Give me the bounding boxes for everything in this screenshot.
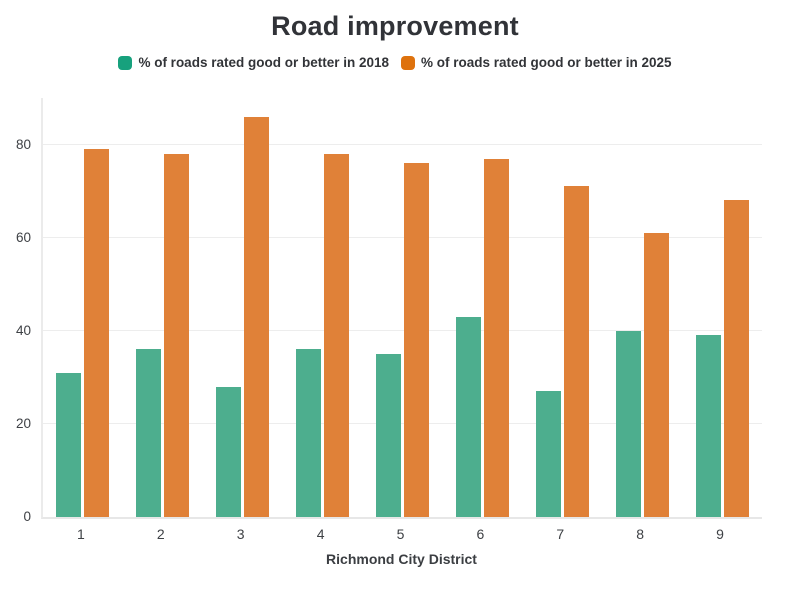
x-tick-label-9: 9 bbox=[716, 526, 724, 542]
y-tick-label-20: 20 bbox=[15, 415, 31, 431]
y-tick-label-60: 60 bbox=[15, 229, 31, 245]
gridline-40 bbox=[43, 329, 762, 331]
bar-series-2018-district-5 bbox=[375, 354, 401, 517]
bar-group-district-1 bbox=[43, 98, 123, 517]
y-tick-label-80: 80 bbox=[15, 136, 31, 152]
legend-swatch-2018-icon bbox=[118, 55, 133, 70]
x-tick-label-4: 4 bbox=[316, 526, 325, 542]
chart-title: Road improvement bbox=[271, 11, 519, 41]
gridline-60 bbox=[43, 236, 762, 238]
bar-series-2018-district-9 bbox=[695, 335, 721, 517]
legend: % of roads rated good or better in 2018 … bbox=[0, 55, 790, 70]
bar-group-district-8 bbox=[602, 98, 682, 517]
bar-group-district-6 bbox=[442, 98, 522, 517]
bar-series-2018-district-6 bbox=[455, 316, 481, 517]
plot-area bbox=[41, 98, 762, 519]
x-axis-title: Richmond City District bbox=[326, 551, 477, 567]
bar-group-district-4 bbox=[283, 98, 363, 517]
x-tick-label-6: 6 bbox=[476, 526, 485, 542]
gridline-20 bbox=[43, 422, 762, 424]
bar-series-2025-district-4 bbox=[324, 153, 350, 517]
bar-series-2018-district-2 bbox=[136, 349, 162, 517]
bar-series-2025-district-5 bbox=[403, 163, 429, 517]
y-tick-label-0: 0 bbox=[23, 509, 31, 524]
x-tick-label-1: 1 bbox=[77, 526, 85, 542]
x-tick-label-7: 7 bbox=[556, 526, 565, 542]
bar-group-district-3 bbox=[203, 98, 283, 517]
bar-series-2018-district-7 bbox=[535, 391, 561, 517]
y-tick-label-40: 40 bbox=[15, 322, 31, 338]
x-tick-label-3: 3 bbox=[236, 526, 245, 542]
bar-series-2025-district-2 bbox=[164, 153, 190, 517]
gridline-80 bbox=[43, 143, 762, 145]
legend-label-2018: % of roads rated good or better in 2018 bbox=[138, 55, 389, 70]
bar-series-2025-district-8 bbox=[643, 233, 669, 517]
bar-group-district-9 bbox=[682, 98, 762, 517]
bar-series-2025-district-1 bbox=[84, 149, 110, 517]
bar-series-2018-district-8 bbox=[615, 330, 641, 517]
bar-series-2025-district-7 bbox=[563, 186, 589, 517]
bar-group-district-7 bbox=[522, 98, 602, 517]
legend-item-2025: % of roads rated good or better in 2025 bbox=[401, 55, 672, 70]
x-tick-label-5: 5 bbox=[396, 526, 405, 542]
bar-series-2018-district-3 bbox=[216, 386, 242, 517]
bar-series-2018-district-4 bbox=[296, 349, 322, 517]
bar-series-2025-district-9 bbox=[723, 200, 749, 517]
bar-series-2018-district-1 bbox=[56, 372, 82, 517]
legend-item-2018: % of roads rated good or better in 2018 bbox=[118, 55, 389, 70]
bar-group-district-2 bbox=[123, 98, 203, 517]
bar-group-district-5 bbox=[363, 98, 443, 517]
legend-swatch-2025-icon bbox=[401, 55, 415, 70]
bar-series-2025-district-3 bbox=[244, 116, 270, 517]
x-tick-label-2: 2 bbox=[156, 526, 165, 542]
bar-series-2025-district-6 bbox=[483, 158, 509, 517]
legend-label-2025: % of roads rated good or better in 2025 bbox=[421, 55, 672, 70]
x-tick-label-8: 8 bbox=[636, 526, 645, 542]
